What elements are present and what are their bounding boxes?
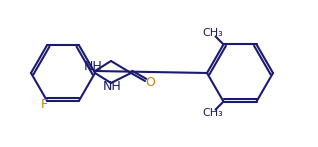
Text: NH: NH xyxy=(84,60,102,72)
Text: O: O xyxy=(145,76,155,88)
Text: CH₃: CH₃ xyxy=(202,28,223,38)
Text: NH: NH xyxy=(103,81,121,93)
Text: CH₃: CH₃ xyxy=(202,108,223,118)
Text: F: F xyxy=(40,98,48,111)
